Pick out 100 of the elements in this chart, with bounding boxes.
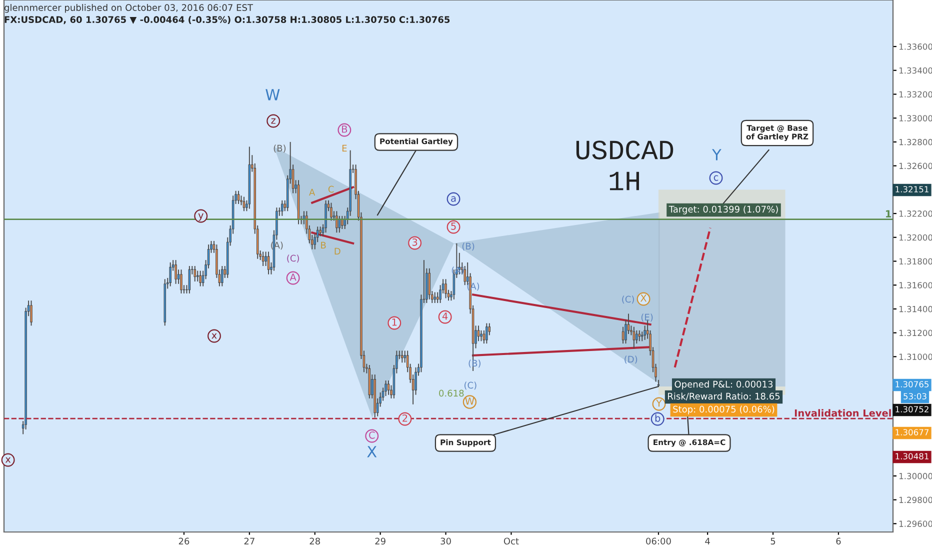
annotation: (B)	[462, 242, 474, 251]
candlestick	[336, 210, 338, 234]
annotation: USDCAD	[576, 140, 674, 160]
annotation: W	[465, 398, 474, 405]
annotation: y	[198, 213, 204, 221]
candlestick	[622, 326, 624, 344]
annotation: A	[309, 188, 316, 196]
annotation: (B)	[274, 144, 286, 153]
annotation: b	[655, 414, 660, 422]
y-tick-label: 1.29600	[899, 520, 932, 527]
annotation: C	[328, 186, 334, 193]
candlestick	[341, 215, 344, 230]
annotation: 2	[402, 414, 408, 422]
x-tick-label: Oct	[504, 538, 519, 545]
text: 53:03	[904, 393, 926, 400]
annotation: X	[367, 446, 377, 458]
y-tick-label: 1.33000	[899, 115, 932, 122]
annotation: C	[369, 431, 375, 439]
annotation: E	[342, 144, 347, 152]
annotation: 5	[451, 222, 456, 230]
y-tick-label: 1.31000	[899, 354, 932, 360]
candlestick	[169, 262, 172, 287]
annotation: X	[640, 294, 647, 302]
annotation: Stop: 0.00075 (0.06%)	[673, 406, 774, 414]
text: FX:USDCAD, 60 1.30765 ▼ -0.00464 (-0.35%) O:1.30758 H:1.30805 L:1.30750 C:1.30765	[4, 16, 450, 24]
y-tick-label: 1.32600	[899, 162, 932, 170]
x-tick-label: 06:00	[646, 538, 671, 545]
y-tick-label: 1.32000	[899, 234, 932, 241]
candlestick	[636, 330, 638, 344]
candlestick	[330, 202, 332, 222]
candlestick	[196, 270, 199, 282]
candlestick	[638, 330, 641, 342]
candlestick	[434, 292, 436, 304]
annotation: Target: 0.01399 (1.07%)	[668, 206, 778, 214]
annotation: z	[271, 118, 276, 124]
candlestick	[194, 266, 196, 282]
candlestick	[174, 260, 177, 284]
annotation: Opened P&L: 0.00013	[674, 380, 773, 390]
ref-line-label: Invalidation Level	[794, 409, 891, 417]
y-tick-label: 1.30000	[899, 472, 932, 480]
candlestick	[486, 322, 488, 344]
annotation: c	[714, 175, 718, 181]
x-tick-label: 4	[705, 538, 710, 544]
candlestick	[262, 251, 264, 266]
annotation: 4	[442, 312, 448, 320]
candlestick	[464, 266, 466, 286]
y-tick-label: 1.33600	[899, 44, 932, 50]
annotation: Y	[656, 400, 662, 407]
text: 1.30481	[896, 453, 928, 460]
y-tick-label: 1.31800	[899, 258, 932, 265]
annotation: (C)	[464, 382, 476, 390]
candlestick	[242, 196, 246, 212]
text: 1.30752	[896, 406, 928, 412]
y-tick-label: 1.29800	[899, 496, 932, 504]
candlestick	[221, 266, 224, 287]
annotation: Risk/Reward Ratio: 18.65	[668, 392, 780, 400]
annotation: x	[5, 457, 11, 463]
annotation: x	[212, 333, 217, 339]
annotation: (C)	[622, 296, 634, 304]
annotation: Y	[712, 149, 722, 160]
candlestick	[199, 270, 202, 287]
annotation: a	[451, 196, 456, 202]
annotation: D	[334, 248, 340, 254]
annotation: (E)	[641, 314, 653, 322]
candlestick	[387, 380, 390, 396]
x-tick-label: 26	[178, 538, 190, 545]
annotation: 3	[412, 238, 418, 246]
candlestick	[338, 215, 341, 234]
annotation: W	[266, 89, 280, 100]
y-tick-label: 1.33200	[899, 91, 932, 98]
y-tick-label: 1.31400	[899, 306, 932, 312]
candlestick	[319, 226, 322, 237]
text: 1.30765	[896, 381, 928, 388]
candlestick	[436, 292, 439, 304]
text: 1.30677	[896, 429, 929, 436]
candlestick	[401, 350, 404, 364]
candlestick	[237, 190, 240, 204]
y-tick-label: 1.32800	[899, 138, 932, 146]
candlestick	[384, 380, 387, 397]
ref-line-label: 1	[886, 210, 892, 218]
annotation: 1	[392, 318, 397, 326]
candlestick	[324, 200, 327, 234]
candlestick	[428, 268, 431, 300]
y-tick-label: 1.32200	[899, 210, 932, 217]
annotation: 1H	[610, 172, 639, 190]
x-tick-label: 6	[836, 538, 841, 545]
annotation: 0.618	[439, 390, 464, 397]
x-tick-label: 30	[440, 538, 451, 545]
annotation: (C)	[287, 254, 299, 263]
text: 1.32151	[896, 186, 928, 192]
y-tick-label: 1.33400	[899, 67, 932, 74]
annotation: A	[290, 274, 296, 281]
x-tick-label: 5	[770, 538, 776, 545]
candlestick	[444, 278, 447, 299]
x-tick-label: 28	[310, 538, 320, 545]
candlestick	[30, 300, 32, 326]
annotation: B	[342, 126, 348, 133]
y-tick-label: 1.31600	[899, 282, 932, 288]
candlestick	[632, 326, 636, 349]
x-tick-label: 29	[375, 538, 386, 545]
